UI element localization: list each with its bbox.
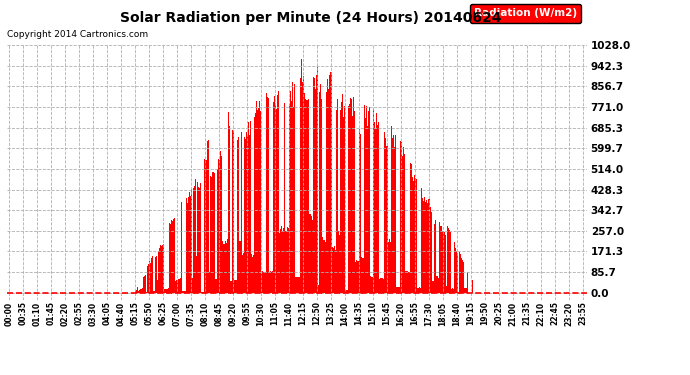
Text: Copyright 2014 Cartronics.com: Copyright 2014 Cartronics.com xyxy=(7,30,148,39)
Legend: Radiation (W/m2): Radiation (W/m2) xyxy=(470,4,581,22)
Text: Solar Radiation per Minute (24 Hours) 20140624: Solar Radiation per Minute (24 Hours) 20… xyxy=(120,11,501,25)
